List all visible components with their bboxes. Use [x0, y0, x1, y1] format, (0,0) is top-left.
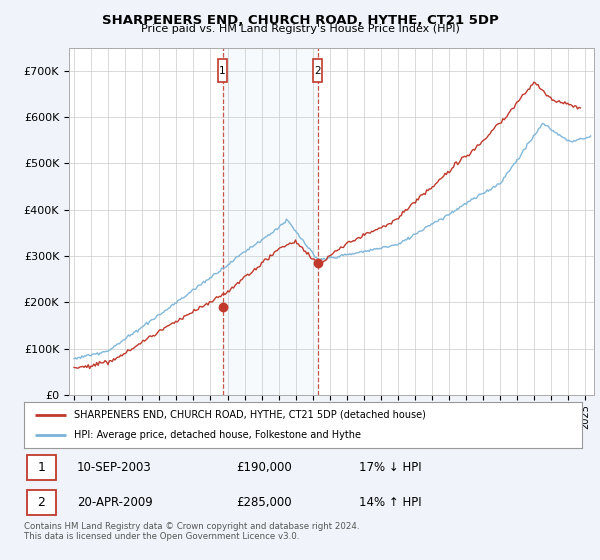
Text: SHARPENERS END, CHURCH ROAD, HYTHE, CT21 5DP: SHARPENERS END, CHURCH ROAD, HYTHE, CT21… [101, 14, 499, 27]
FancyBboxPatch shape [27, 489, 56, 515]
FancyBboxPatch shape [313, 59, 322, 82]
Text: Price paid vs. HM Land Registry's House Price Index (HPI): Price paid vs. HM Land Registry's House … [140, 24, 460, 34]
Text: £285,000: £285,000 [236, 496, 292, 508]
Text: 10-SEP-2003: 10-SEP-2003 [77, 461, 152, 474]
Text: £190,000: £190,000 [236, 461, 292, 474]
Bar [223, 48, 317, 395]
FancyBboxPatch shape [27, 455, 56, 480]
Text: 14% ↑ HPI: 14% ↑ HPI [359, 496, 421, 508]
Text: HPI: Average price, detached house, Folkestone and Hythe: HPI: Average price, detached house, Folk… [74, 430, 361, 440]
Text: SHARPENERS END, CHURCH ROAD, HYTHE, CT21 5DP (detached house): SHARPENERS END, CHURCH ROAD, HYTHE, CT21… [74, 410, 426, 420]
FancyBboxPatch shape [218, 59, 227, 82]
Text: 20-APR-2009: 20-APR-2009 [77, 496, 153, 508]
Text: 1: 1 [37, 461, 45, 474]
Text: 1: 1 [219, 66, 226, 76]
Text: 2: 2 [37, 496, 45, 508]
Text: Contains HM Land Registry data © Crown copyright and database right 2024.
This d: Contains HM Land Registry data © Crown c… [24, 522, 359, 542]
Text: 17% ↓ HPI: 17% ↓ HPI [359, 461, 421, 474]
Text: 2: 2 [314, 66, 321, 76]
